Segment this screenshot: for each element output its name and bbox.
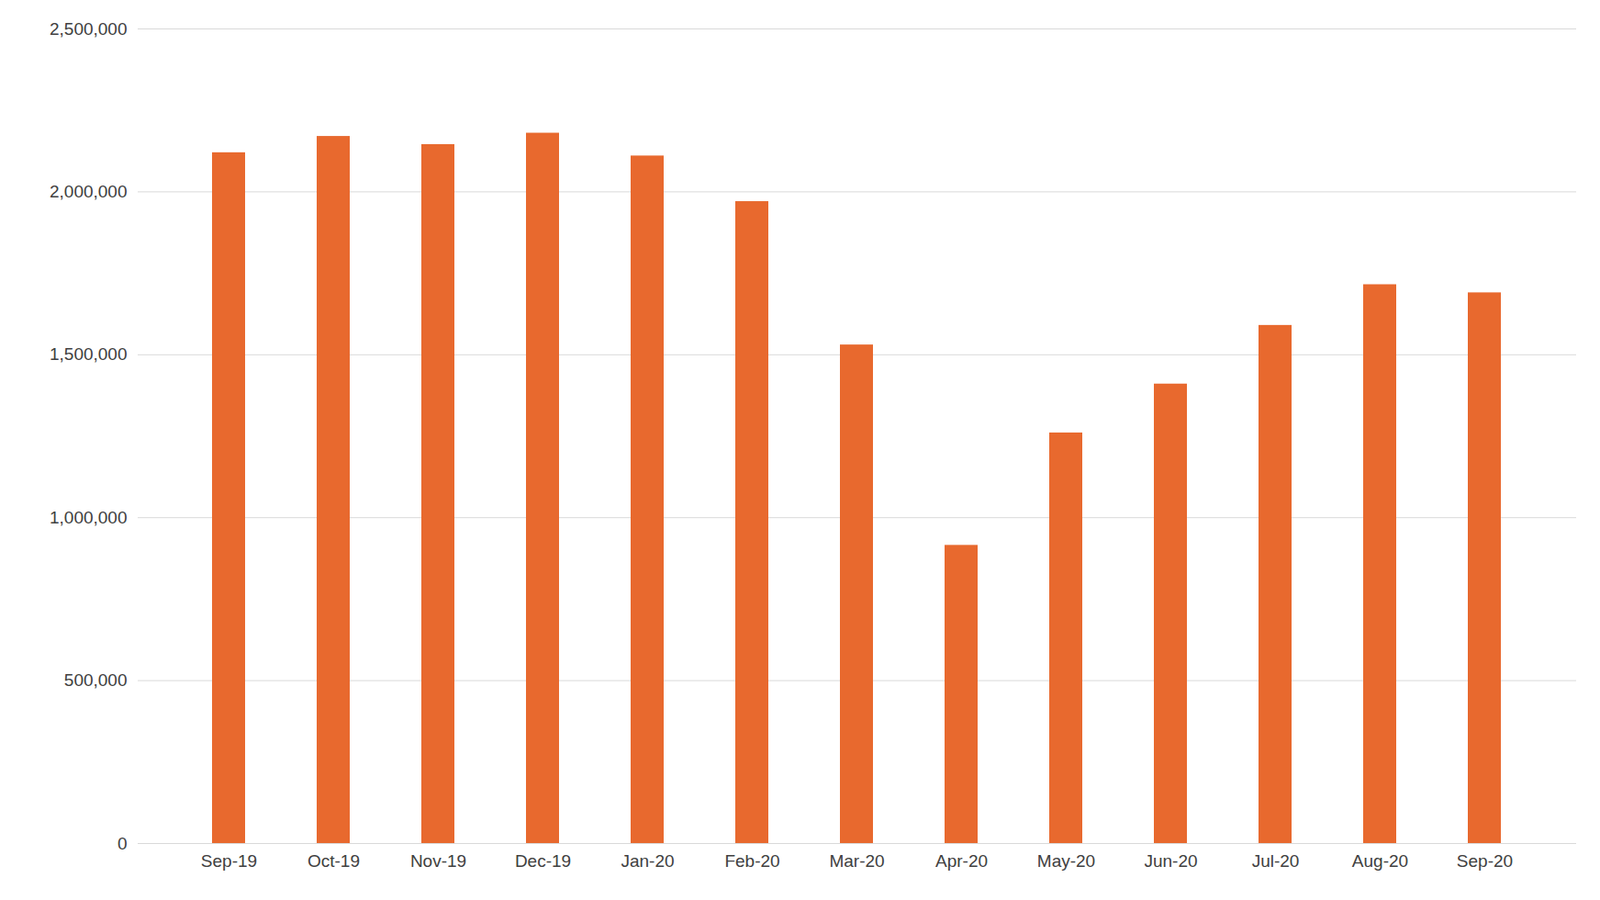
svg-text:Jun-20: Jun-20	[1143, 850, 1198, 871]
svg-text:1,000,000: 1,000,000	[49, 507, 128, 527]
svg-text:Oct-19: Oct-19	[307, 850, 360, 871]
svg-text:500,000: 500,000	[64, 670, 128, 690]
svg-text:Jul-20: Jul-20	[1252, 850, 1300, 871]
svg-text:May-20: May-20	[1037, 850, 1096, 871]
svg-text:1,500,000: 1,500,000	[49, 344, 128, 364]
svg-text:Apr-20: Apr-20	[935, 850, 988, 871]
svg-text:Nov-19: Nov-19	[410, 850, 467, 871]
svg-text:Feb-20: Feb-20	[724, 850, 780, 871]
svg-text:2,000,000: 2,000,000	[49, 181, 128, 202]
svg-text:Sep-19: Sep-19	[201, 850, 258, 871]
svg-text:Sep-20: Sep-20	[1456, 850, 1513, 871]
svg-text:Jan-20: Jan-20	[620, 850, 674, 871]
svg-text:Aug-20: Aug-20	[1352, 850, 1409, 871]
svg-text:Dec-19: Dec-19	[514, 850, 571, 871]
svg-text:0: 0	[117, 833, 128, 853]
svg-text:2,500,000: 2,500,000	[49, 19, 128, 39]
svg-text:Mar-20: Mar-20	[828, 850, 884, 871]
